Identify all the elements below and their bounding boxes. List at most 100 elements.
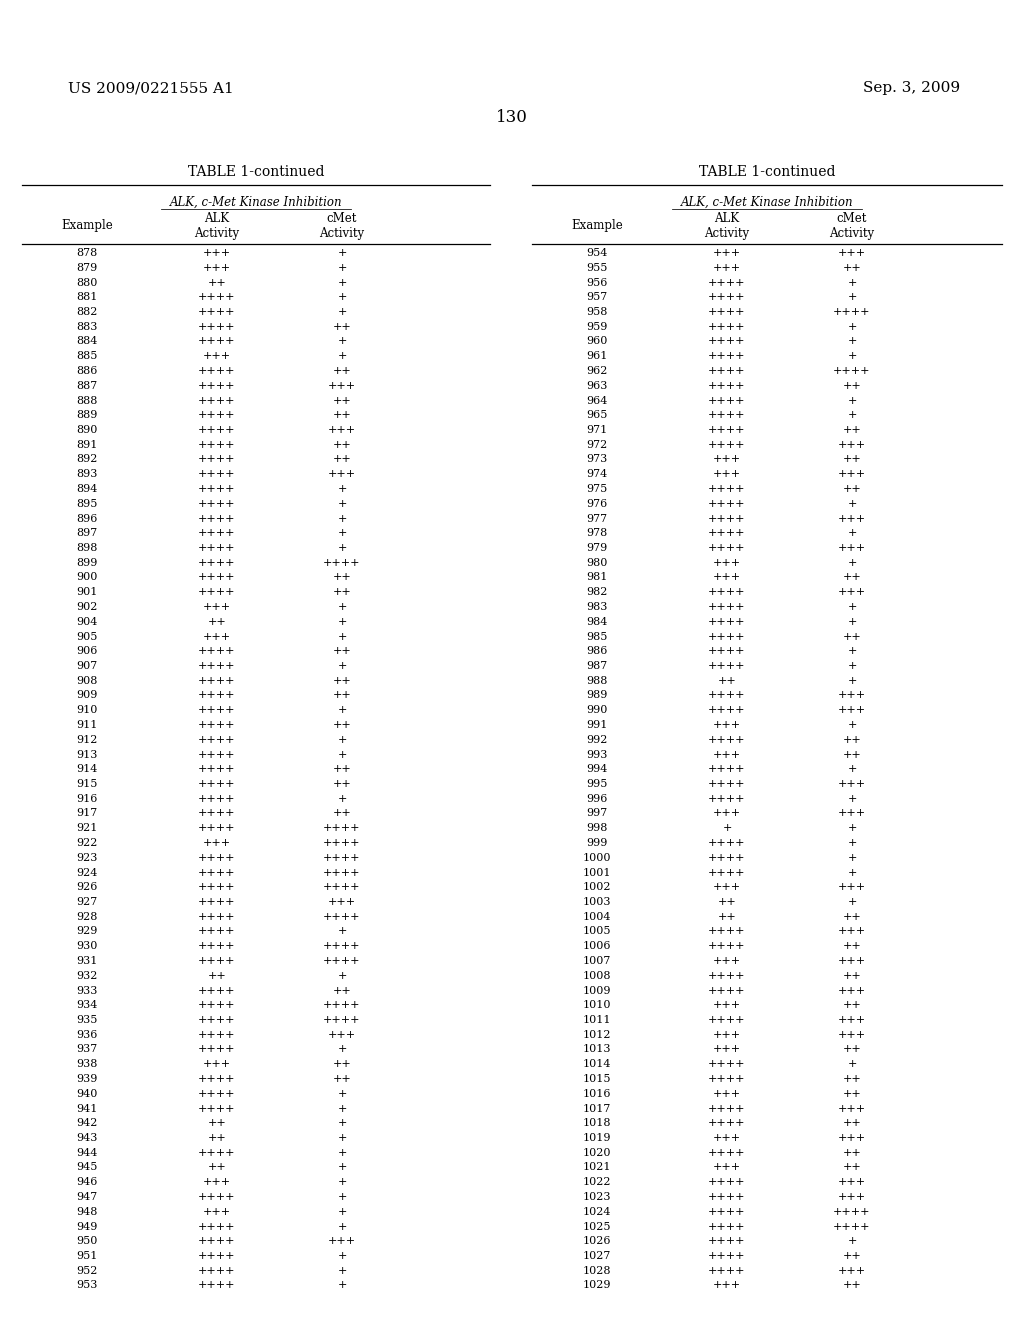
- Text: 937: 937: [77, 1044, 97, 1055]
- Text: +: +: [337, 1192, 347, 1203]
- Text: 1006: 1006: [583, 941, 611, 952]
- Text: +++: +++: [203, 1059, 231, 1069]
- Text: +: +: [337, 661, 347, 671]
- Text: ++: ++: [843, 941, 861, 952]
- Text: 905: 905: [77, 631, 97, 642]
- Text: +: +: [847, 558, 857, 568]
- Text: +: +: [847, 867, 857, 878]
- Text: +: +: [337, 513, 347, 524]
- Text: ++: ++: [333, 322, 351, 331]
- Text: +: +: [337, 263, 347, 273]
- Text: +++: +++: [713, 1280, 741, 1291]
- Text: +: +: [847, 602, 857, 612]
- Text: +++: +++: [713, 1133, 741, 1143]
- Text: ++++: ++++: [199, 380, 236, 391]
- Text: 896: 896: [77, 513, 97, 524]
- Text: 940: 940: [77, 1089, 97, 1098]
- Text: 1017: 1017: [583, 1104, 611, 1114]
- Text: 924: 924: [77, 867, 97, 878]
- Text: ++++: ++++: [709, 1059, 745, 1069]
- Text: ++++: ++++: [709, 793, 745, 804]
- Text: +++: +++: [838, 1177, 866, 1187]
- Text: +: +: [337, 528, 347, 539]
- Text: 986: 986: [587, 647, 607, 656]
- Text: ++: ++: [208, 1163, 226, 1172]
- Text: 991: 991: [587, 719, 607, 730]
- Text: 931: 931: [77, 956, 97, 966]
- Text: ++: ++: [718, 898, 736, 907]
- Text: +++: +++: [713, 808, 741, 818]
- Text: 878: 878: [77, 248, 97, 257]
- Text: +: +: [847, 292, 857, 302]
- Text: +++: +++: [838, 587, 866, 597]
- Text: +++: +++: [838, 1266, 866, 1275]
- Text: +: +: [847, 1059, 857, 1069]
- Text: ++++: ++++: [199, 587, 236, 597]
- Text: 950: 950: [77, 1237, 97, 1246]
- Text: +++: +++: [838, 469, 866, 479]
- Text: +: +: [337, 793, 347, 804]
- Text: 1011: 1011: [583, 1015, 611, 1026]
- Text: +: +: [337, 750, 347, 759]
- Text: +: +: [337, 616, 347, 627]
- Text: 929: 929: [77, 927, 97, 936]
- Text: ++++: ++++: [709, 411, 745, 420]
- Text: ++++: ++++: [709, 602, 745, 612]
- Text: +: +: [337, 1177, 347, 1187]
- Text: 922: 922: [77, 838, 97, 847]
- Text: ++++: ++++: [324, 853, 360, 863]
- Text: 995: 995: [587, 779, 607, 789]
- Text: ++++: ++++: [199, 1192, 236, 1203]
- Text: ++++: ++++: [709, 380, 745, 391]
- Text: +: +: [847, 719, 857, 730]
- Text: ++++: ++++: [199, 898, 236, 907]
- Text: ++++: ++++: [199, 469, 236, 479]
- Text: +: +: [847, 351, 857, 362]
- Text: ++: ++: [208, 970, 226, 981]
- Text: +++: +++: [328, 1237, 356, 1246]
- Text: +++: +++: [838, 1015, 866, 1026]
- Text: ++++: ++++: [709, 838, 745, 847]
- Text: ++++: ++++: [199, 558, 236, 568]
- Text: ++++: ++++: [709, 661, 745, 671]
- Text: ++++: ++++: [199, 440, 236, 450]
- Text: Example: Example: [571, 219, 623, 232]
- Text: +: +: [847, 337, 857, 346]
- Text: ++: ++: [333, 440, 351, 450]
- Text: +++: +++: [203, 351, 231, 362]
- Text: +++: +++: [328, 380, 356, 391]
- Text: ++: ++: [333, 454, 351, 465]
- Text: 901: 901: [77, 587, 97, 597]
- Text: +++: +++: [713, 1030, 741, 1040]
- Text: 893: 893: [77, 469, 97, 479]
- Text: ++: ++: [843, 750, 861, 759]
- Text: 1021: 1021: [583, 1163, 611, 1172]
- Text: 914: 914: [77, 764, 97, 775]
- Text: 1009: 1009: [583, 986, 611, 995]
- Text: +++: +++: [838, 543, 866, 553]
- Text: ++++: ++++: [709, 941, 745, 952]
- Text: 1024: 1024: [583, 1206, 611, 1217]
- Text: 1007: 1007: [583, 956, 611, 966]
- Text: ++++: ++++: [834, 1206, 870, 1217]
- Text: +: +: [337, 970, 347, 981]
- Text: ALK, c-Met Kinase Inhibition: ALK, c-Met Kinase Inhibition: [681, 195, 853, 209]
- Text: ++: ++: [843, 1089, 861, 1098]
- Text: ++: ++: [843, 970, 861, 981]
- Text: ++++: ++++: [709, 705, 745, 715]
- Text: ++++: ++++: [199, 690, 236, 701]
- Text: 895: 895: [77, 499, 97, 508]
- Text: 965: 965: [587, 411, 607, 420]
- Text: +++: +++: [713, 1089, 741, 1098]
- Text: ++++: ++++: [709, 764, 745, 775]
- Text: +: +: [337, 543, 347, 553]
- Text: ++++: ++++: [199, 1148, 236, 1158]
- Text: 998: 998: [587, 824, 607, 833]
- Text: ++: ++: [333, 411, 351, 420]
- Text: ++++: ++++: [324, 1015, 360, 1026]
- Text: ++++: ++++: [834, 1221, 870, 1232]
- Text: +: +: [847, 793, 857, 804]
- Text: 1022: 1022: [583, 1177, 611, 1187]
- Text: 990: 990: [587, 705, 607, 715]
- Text: 980: 980: [587, 558, 607, 568]
